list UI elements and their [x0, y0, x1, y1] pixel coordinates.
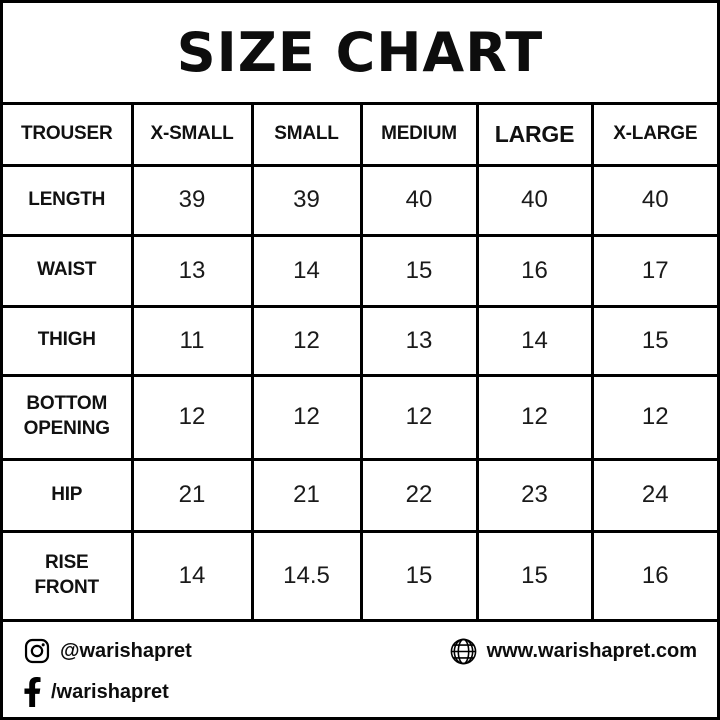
row-label: RISE FRONT	[1, 529, 134, 621]
size-cell: 16	[590, 529, 719, 621]
size-cell: 15	[475, 529, 594, 621]
row-label: HIP	[1, 457, 134, 533]
table-row-thigh: THIGH 11 12 13 14 15	[1, 304, 719, 377]
table-row-waist: WAIST 13 14 15 16 17	[1, 233, 719, 308]
title-bar: SIZE CHART	[3, 3, 717, 105]
table-row-length: LENGTH 39 39 40 40 40	[1, 163, 719, 237]
size-cell: 15	[359, 233, 479, 308]
size-cell: 40	[590, 163, 719, 237]
facebook-handle: /warishapret	[51, 680, 169, 703]
facebook-icon	[23, 677, 42, 707]
size-cell: 12	[130, 373, 254, 461]
instagram-item: @warishapret	[23, 637, 192, 665]
website-item: www.warishapret.com	[449, 637, 697, 666]
size-cell: 40	[475, 163, 594, 237]
row-label: BOTTOM OPENING	[1, 373, 134, 461]
row-label: THIGH	[1, 304, 134, 377]
size-cell: 39	[130, 163, 254, 237]
size-cell: 16	[475, 233, 594, 308]
header-row: TROUSER X-SMALL SMALL MEDIUM LARGE X-LAR…	[1, 103, 719, 167]
size-table: TROUSER X-SMALL SMALL MEDIUM LARGE X-LAR…	[1, 103, 719, 621]
page-title: SIZE CHART	[176, 21, 544, 84]
size-cell: 14.5	[250, 529, 363, 621]
row-label: WAIST	[1, 233, 134, 308]
header-cell-x-small: X-SMALL	[130, 103, 254, 167]
size-cell: 22	[359, 457, 479, 533]
website-url: www.warishapret.com	[486, 639, 697, 662]
size-cell: 13	[130, 233, 254, 308]
footer: @warishapret www.warishapret.com	[3, 619, 717, 717]
header-cell-trouser: TROUSER	[1, 103, 134, 167]
size-cell: 40	[359, 163, 479, 237]
size-cell: 23	[475, 457, 594, 533]
header-cell-large: LARGE	[475, 103, 594, 167]
header-cell-x-large: X-LARGE	[590, 103, 719, 167]
size-cell: 15	[359, 529, 479, 621]
table-row-hip: HIP 21 21 22 23 24	[1, 457, 719, 533]
size-cell: 39	[250, 163, 363, 237]
size-cell: 24	[590, 457, 719, 533]
size-cell: 12	[250, 304, 363, 377]
size-cell: 14	[250, 233, 363, 308]
table-row-bottom-opening: BOTTOM OPENING 12 12 12 12 12	[1, 373, 719, 461]
size-cell: 12	[250, 373, 363, 461]
size-cell: 13	[359, 304, 479, 377]
size-cell: 17	[590, 233, 719, 308]
table-row-rise-front: RISE FRONT 14 14.5 15 15 16	[1, 529, 719, 621]
header-cell-medium: MEDIUM	[359, 103, 479, 167]
globe-icon	[449, 637, 478, 666]
size-cell: 12	[475, 373, 594, 461]
header-cell-small: SMALL	[250, 103, 363, 167]
size-cell: 12	[590, 373, 719, 461]
row-label: LENGTH	[1, 163, 134, 237]
footer-row-bottom: /warishapret	[23, 675, 697, 709]
size-cell: 21	[130, 457, 254, 533]
size-cell: 11	[130, 304, 254, 377]
size-cell: 15	[590, 304, 719, 377]
facebook-item: /warishapret	[23, 677, 169, 707]
size-cell: 12	[359, 373, 479, 461]
instagram-handle: @warishapret	[60, 639, 192, 662]
footer-row-top: @warishapret www.warishapret.com	[23, 634, 697, 668]
instagram-icon	[23, 637, 51, 665]
size-cell: 14	[130, 529, 254, 621]
size-cell: 14	[475, 304, 594, 377]
size-cell: 21	[250, 457, 363, 533]
